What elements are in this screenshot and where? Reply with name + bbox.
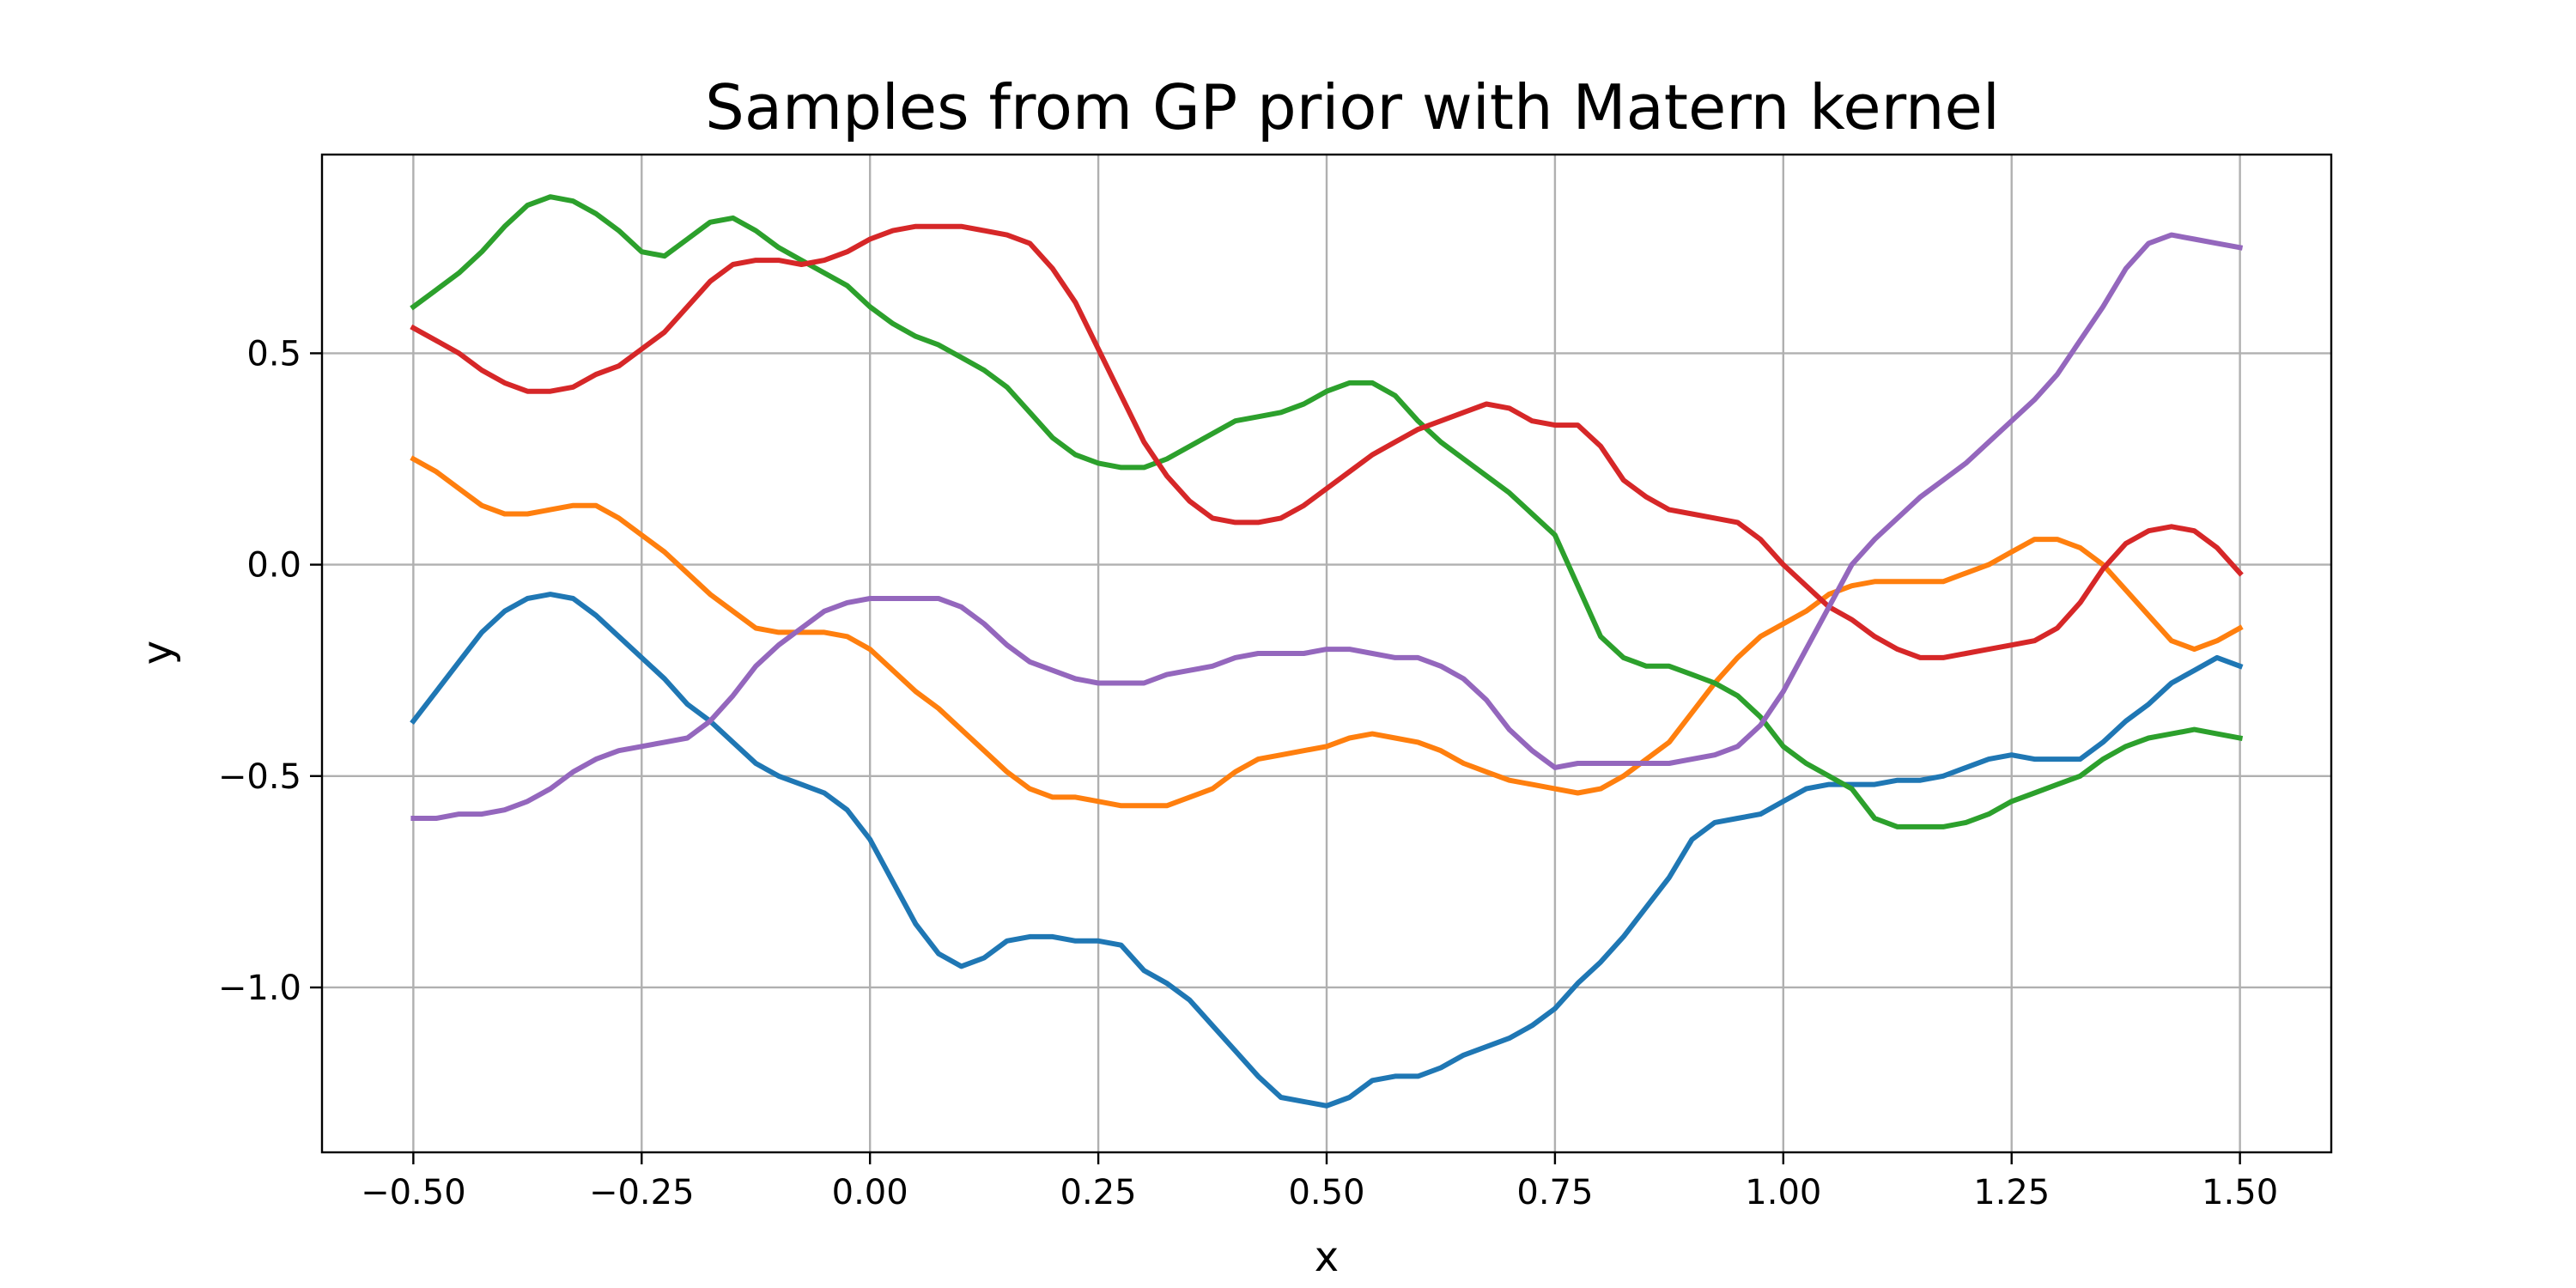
series-lines	[410, 194, 2244, 1109]
series-line-4	[410, 223, 2244, 660]
y-tick-label: 0.5	[246, 334, 301, 374]
x-tick-label: 0.25	[1060, 1173, 1137, 1212]
series-line-2	[410, 455, 2244, 809]
y-tick-label: −0.5	[218, 757, 301, 797]
y-axis-label: y	[134, 641, 182, 665]
x-tick-label: 0.75	[1516, 1173, 1593, 1212]
x-tick-label: 0.50	[1288, 1173, 1364, 1212]
x-tick-label: −0.50	[361, 1173, 466, 1212]
x-tick-label: −0.25	[589, 1173, 695, 1212]
grid-lines	[322, 155, 2331, 1152]
series-line-5	[410, 232, 2244, 821]
axis-ticks: −0.50 −0.25 0.00 0.25 0.50 0.75 1.00 1.25 1.50 −1…	[218, 334, 2278, 1212]
x-tick-label: 1.25	[1973, 1173, 2050, 1212]
x-tick-label: 1.00	[1745, 1173, 1821, 1212]
series-line-3	[410, 194, 2244, 829]
x-axis-label: x	[1315, 1233, 1339, 1281]
x-tick-label: 0.00	[832, 1173, 908, 1212]
chart-title: Samples from GP prior with Matern kernel	[705, 71, 2000, 143]
y-tick-label: −1.0	[218, 969, 301, 1008]
y-tick-label: 0.0	[246, 546, 301, 586]
series-line-1	[410, 592, 2244, 1109]
x-tick-label: 1.50	[2202, 1173, 2278, 1212]
